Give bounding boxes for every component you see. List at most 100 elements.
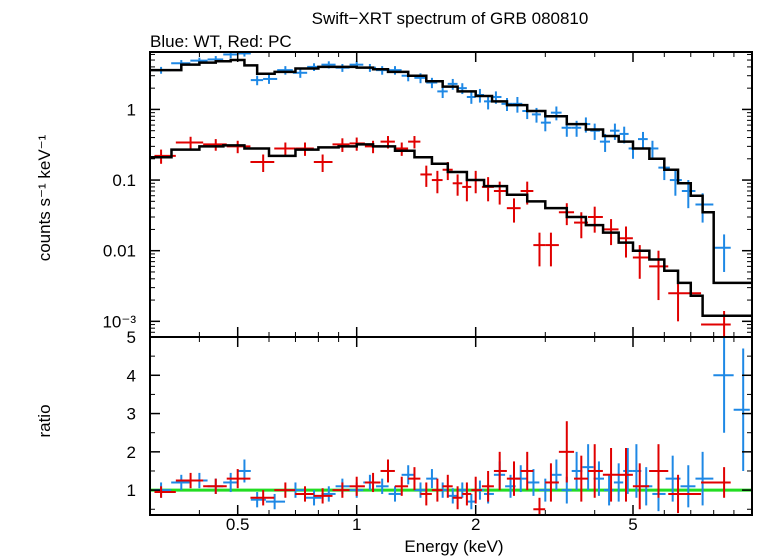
pc-ratio-point — [493, 451, 507, 491]
pc-ratio-point — [668, 474, 702, 514]
wt-ratio-point — [447, 488, 458, 504]
pc-ratio-point — [481, 470, 494, 502]
pc-point — [668, 278, 702, 322]
x-tick-label: 5 — [628, 515, 637, 534]
pc-ratio-point — [295, 486, 314, 502]
pc-point — [250, 154, 275, 173]
pc-point — [588, 206, 603, 233]
ratio-y-tick-label: 1 — [127, 481, 136, 500]
pc-point — [313, 154, 333, 173]
pc-ratio-point — [506, 461, 521, 496]
pc-ratio-point — [154, 486, 176, 498]
wt-point — [669, 169, 682, 196]
ratio-y-tick-label: 3 — [127, 405, 136, 424]
pc-point — [394, 142, 409, 156]
chart-subtitle: Blue: WT, Red: PC — [150, 32, 292, 51]
ratio-y-tick-label: 5 — [127, 328, 136, 347]
pc-ratio-point — [632, 463, 650, 510]
wt-ratio-point — [680, 465, 696, 508]
ratio-y-tick-label: 2 — [127, 443, 136, 462]
pc-point — [545, 232, 559, 267]
pc-point — [533, 232, 546, 267]
pc-point — [506, 198, 521, 223]
pc-point — [226, 140, 251, 154]
wt-ratio-point — [457, 482, 467, 498]
wt-point — [388, 66, 402, 75]
wt-ratio-point — [695, 451, 714, 506]
wt-ratio-point — [388, 486, 402, 502]
pc-ratio-point — [431, 478, 443, 502]
pc-ratio-point — [649, 444, 669, 498]
wt-point — [437, 85, 448, 99]
pc-ratio-point — [533, 497, 546, 515]
wt-ratio-point — [527, 469, 540, 496]
wt-point — [426, 77, 438, 89]
pc-ratio-point — [574, 455, 589, 502]
pc-ratio-point — [520, 451, 534, 491]
wt-ratio-point — [613, 463, 624, 502]
pc-ratio-point — [274, 482, 296, 498]
pc-ratio-point — [701, 467, 731, 498]
wt-ratio-point — [466, 493, 476, 510]
x-tick-label: 0.5 — [226, 515, 250, 534]
ratio-frame — [149, 336, 753, 516]
pc-ratio-point — [545, 463, 559, 502]
pc-point — [175, 136, 204, 150]
wt-point — [250, 75, 264, 86]
pc-ratio-point — [332, 482, 350, 498]
wt-ratio-point — [733, 348, 750, 471]
wt-ratio-point — [376, 478, 389, 494]
wt-ratio-point — [223, 472, 238, 493]
wt-ratio-point — [321, 486, 336, 502]
ratio-panel: 0.5 1 2 5 1 2 3 4 5 — [127, 328, 753, 534]
wt-ratio-point — [604, 474, 614, 506]
pc-ratio-point — [602, 448, 619, 502]
pc-ratio-point — [462, 482, 472, 506]
wt-model-line — [150, 58, 752, 285]
wt-point — [638, 131, 648, 149]
wt-point — [447, 78, 458, 90]
wt-point — [277, 66, 293, 75]
wt-point — [484, 95, 493, 110]
chart-title: Swift−XRT spectrum of GRB 080810 — [312, 9, 589, 28]
pc-ratio-point — [471, 476, 482, 504]
wt-ratio-point — [304, 490, 322, 506]
spectrum-frame — [149, 51, 753, 338]
wt-ratio-point — [414, 482, 427, 498]
wt-point — [540, 115, 551, 132]
y-tick-label: 0.01 — [103, 242, 136, 261]
wt-point — [681, 180, 696, 209]
wt-ratio-point — [426, 469, 438, 489]
pc-ratio-point — [394, 476, 409, 496]
pc-ratio-point — [364, 472, 381, 493]
pc-ratio-point — [203, 478, 227, 494]
pc-ratio-point — [420, 482, 432, 506]
y-tick-label: 0.1 — [112, 171, 136, 190]
pc-point — [431, 170, 443, 194]
wt-ratio-point — [623, 448, 633, 494]
pc-ratio-point — [250, 490, 275, 506]
x-tick-label: 2 — [471, 515, 480, 534]
pc-ratio-point — [588, 444, 603, 498]
pc-ratio-point — [452, 486, 463, 510]
pc-ratio-point — [618, 448, 633, 502]
wt-point — [466, 91, 476, 104]
pc-ratio-point — [408, 467, 421, 491]
pc-ratio-point — [380, 459, 395, 483]
pc-ratio-point — [442, 474, 453, 498]
pc-point — [471, 170, 482, 194]
top-ylabel: counts s⁻¹ keV⁻¹ — [35, 134, 54, 261]
pc-ratio-point — [349, 476, 365, 496]
wt-point — [263, 74, 278, 84]
wt-point — [223, 52, 238, 59]
wt-point — [550, 106, 562, 121]
pc-point — [649, 250, 669, 301]
wt-ratio-point — [713, 337, 734, 433]
wt-ratio-point — [550, 459, 562, 491]
pc-ratio-point — [226, 469, 251, 489]
x-tick-label: 1 — [352, 515, 361, 534]
wt-point — [590, 123, 600, 140]
pc-point — [408, 136, 421, 149]
pc-model-line — [150, 143, 752, 317]
wt-ratio-point — [401, 465, 415, 485]
